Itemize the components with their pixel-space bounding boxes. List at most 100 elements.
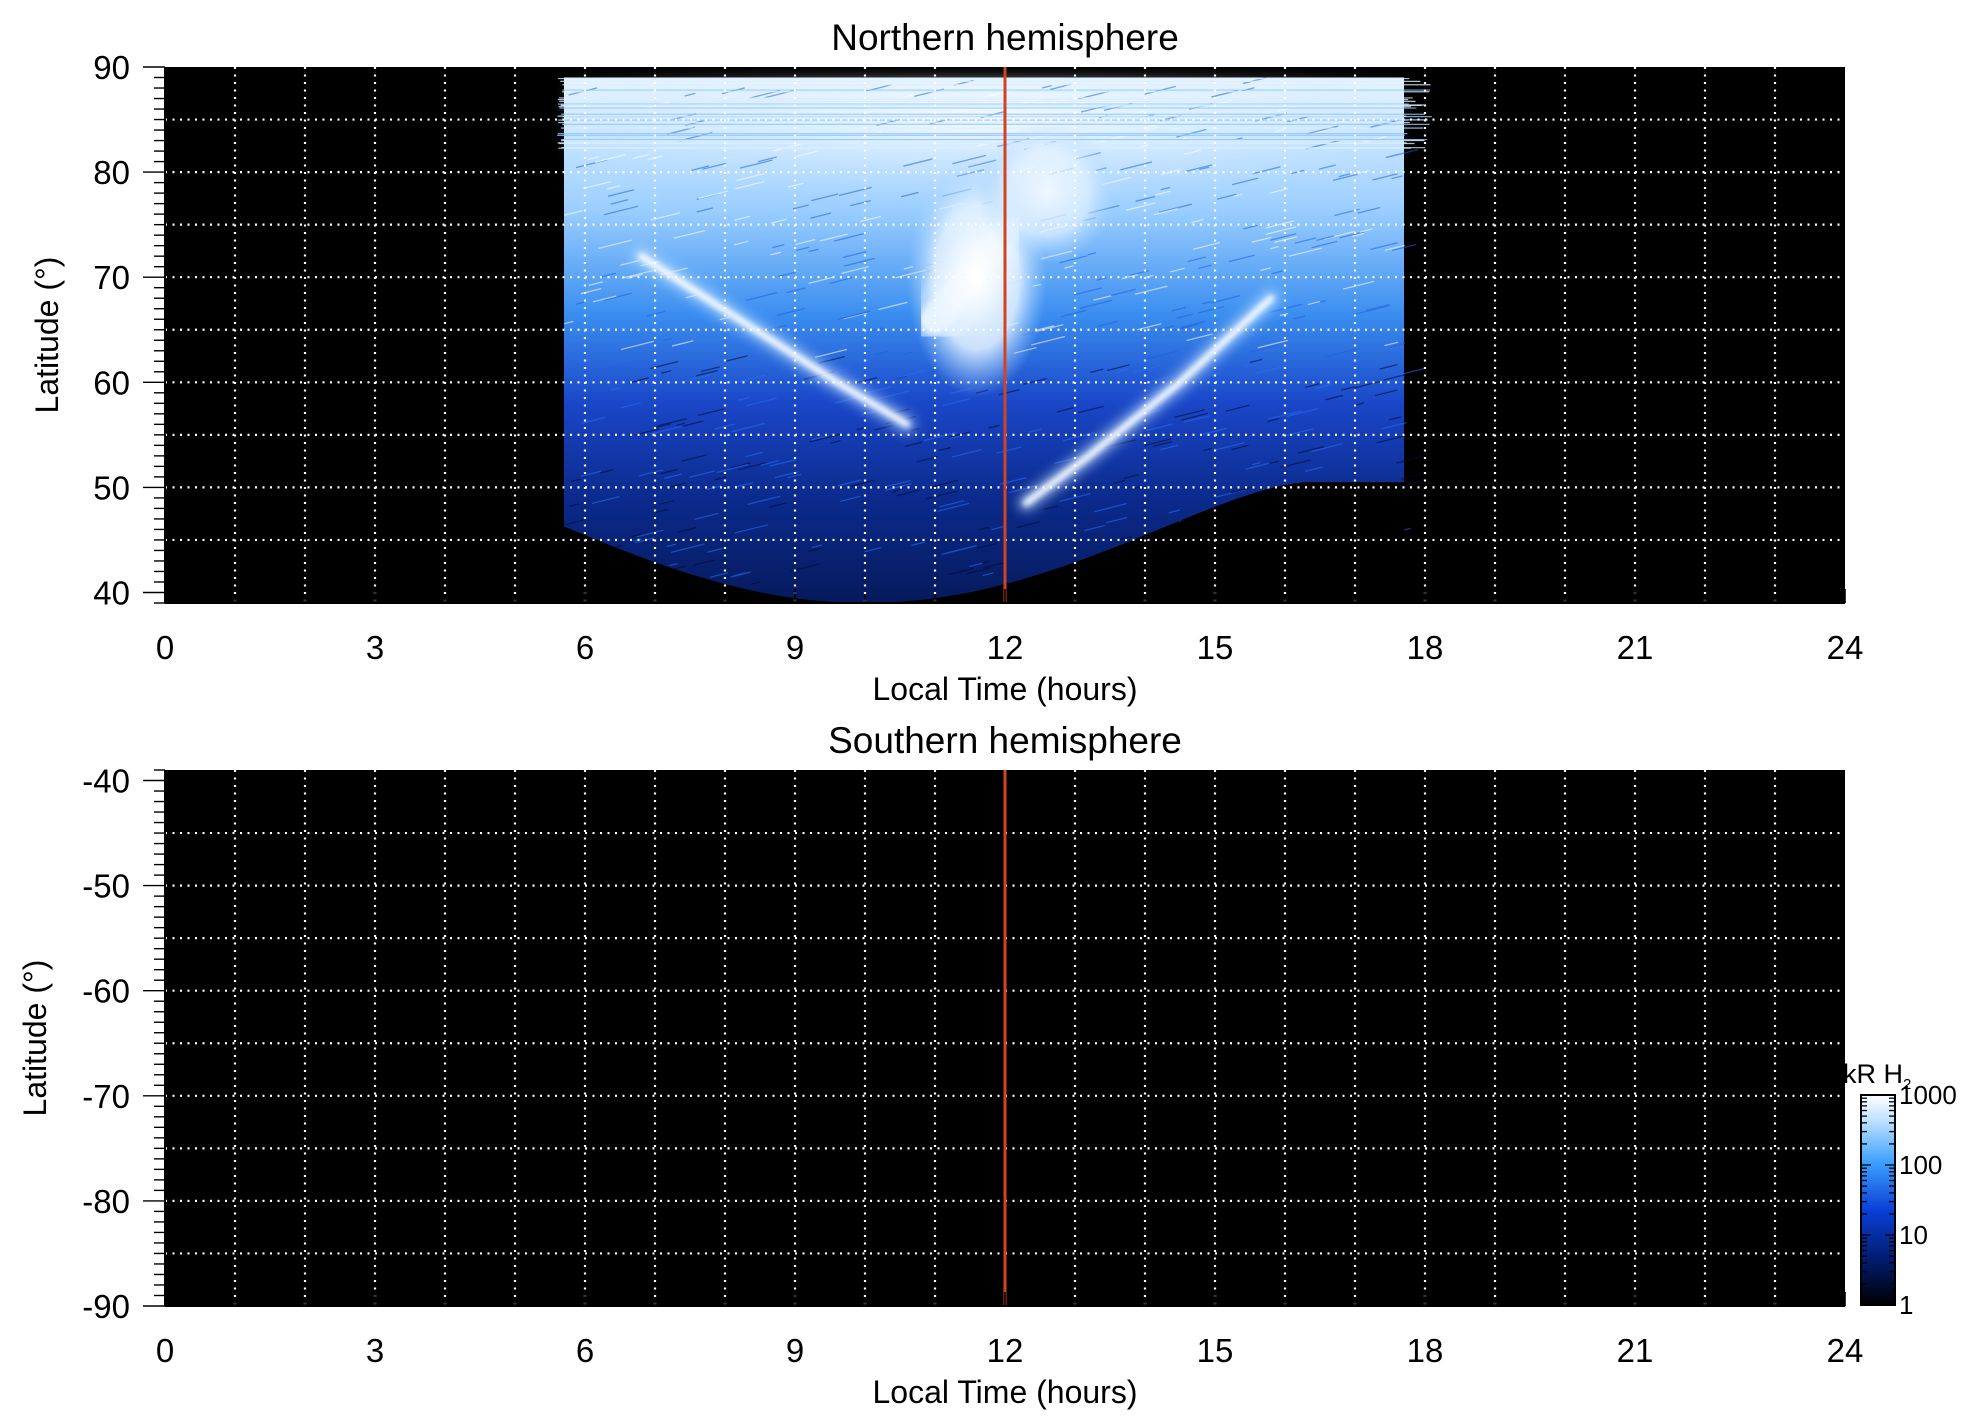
emission-streak [1016, 521, 1040, 529]
emission-streak [734, 482, 754, 488]
emission-footprint-mask [562, 483, 1406, 603]
emission-streak [1158, 325, 1175, 331]
emission-streak [1064, 265, 1074, 269]
emission-streak [808, 546, 825, 553]
colorbar-gradient [1860, 1094, 1896, 1306]
emission-streak [757, 156, 777, 163]
emission-streak [606, 185, 621, 190]
emission-streak [911, 541, 926, 547]
emission-streak [862, 131, 883, 138]
emission-streak [1030, 335, 1066, 346]
colorbar-tick-label: 1 [1899, 1290, 1913, 1320]
emission-streak [860, 215, 882, 223]
emission-streak [1146, 423, 1173, 432]
emission-streak [603, 292, 633, 301]
emission-streak [1120, 161, 1153, 171]
emission-streak [660, 468, 678, 475]
emission-streak [1135, 195, 1156, 202]
emission-streak [833, 232, 867, 242]
emission-streak [1370, 242, 1398, 251]
x-tick-label: 6 [576, 1332, 594, 1369]
emission-streak [891, 489, 901, 493]
y-tick-label: -60 [82, 973, 130, 1010]
northern-x-axis-label: Local Time (hours) [873, 671, 1138, 707]
emission-streak [1168, 509, 1180, 514]
emission-streak [737, 396, 750, 401]
emission-streak [696, 207, 714, 213]
emission-streak [681, 454, 707, 462]
emission-streak [691, 165, 710, 172]
emission-streak [1260, 267, 1272, 272]
emission-streak [1169, 267, 1185, 273]
emission-streak [1187, 256, 1206, 263]
post-noon-bright-spot [977, 123, 1117, 264]
emission-streak [841, 266, 869, 275]
emission-streak [786, 287, 806, 294]
emission-streak [1171, 306, 1187, 312]
emission-streak [745, 451, 763, 458]
emission-streak [655, 508, 668, 514]
emission-streak [601, 272, 617, 278]
emission-streak [730, 462, 751, 469]
emission-streak [1265, 226, 1297, 236]
emission-streak [1060, 309, 1087, 318]
emission-streak [733, 572, 746, 577]
emission-streak [808, 276, 834, 285]
emission-streak [904, 441, 923, 448]
emission-streak [598, 239, 632, 250]
emission-streak [621, 269, 653, 279]
emission-streak [1023, 377, 1047, 385]
emission-streak [842, 251, 867, 259]
emission-streak [1216, 489, 1246, 498]
emission-streak [599, 469, 613, 474]
emission-streak [664, 473, 682, 480]
emission-streak [1269, 245, 1279, 250]
emission-streak [809, 433, 841, 443]
x-tick-label: 18 [1407, 629, 1444, 666]
emission-streak [1225, 404, 1250, 412]
emission-streak [1293, 315, 1306, 320]
emission-streak [1117, 368, 1129, 373]
colorbar-tick-label: 100 [1899, 1150, 1942, 1180]
y-tick-label: -70 [82, 1078, 130, 1115]
emission-streak [1249, 358, 1263, 364]
emission-streak [949, 431, 970, 438]
emission-streak [1191, 218, 1204, 224]
emission-streak [1193, 241, 1221, 250]
x-tick-label: 21 [1617, 629, 1654, 666]
emission-streak [1355, 305, 1390, 315]
emission-streak [1232, 177, 1259, 186]
y-tick-label: 90 [93, 49, 130, 86]
emission-streak [738, 374, 766, 383]
emission-streak [721, 87, 745, 95]
emission-streak [976, 542, 998, 550]
emission-streak [1284, 428, 1314, 437]
x-tick-label: 9 [786, 629, 804, 666]
emission-streak [1042, 84, 1053, 89]
emission-streak [787, 473, 802, 479]
emission-streak [694, 512, 719, 520]
emission-streak [1398, 367, 1425, 376]
emission-streak [638, 469, 664, 477]
x-tick-label: 9 [786, 1332, 804, 1369]
emission-streak [988, 424, 1000, 429]
emission-streak [1160, 444, 1179, 451]
emission-streak [864, 546, 882, 553]
emission-streak [1202, 300, 1212, 305]
emission-streak [603, 205, 639, 216]
emission-streak [1340, 386, 1355, 391]
emission-streak [1357, 206, 1381, 214]
emission-streak [627, 273, 643, 279]
emission-streak [636, 529, 664, 538]
emission-streak [903, 158, 933, 167]
emission-streak [701, 366, 720, 373]
emission-streak [1008, 484, 1039, 494]
emission-streak [1231, 485, 1255, 494]
dawn-arc [638, 253, 910, 428]
emission-streak [838, 186, 872, 197]
emission-streak [666, 543, 677, 548]
emission-streak [900, 191, 919, 198]
emission-streak [1388, 416, 1402, 421]
emission-streak [874, 350, 890, 356]
